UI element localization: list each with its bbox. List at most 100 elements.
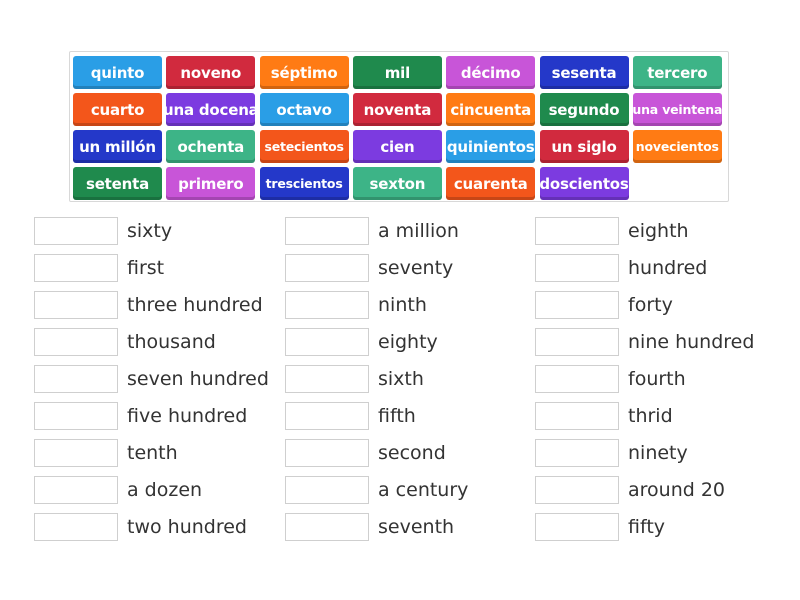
drop-target-box[interactable] [285, 476, 369, 504]
answer-label: a million [378, 220, 459, 242]
answer-row: forty [535, 291, 673, 319]
answer-row: seventy [285, 254, 453, 282]
drop-target-box[interactable] [535, 402, 619, 430]
word-tile[interactable]: setenta [73, 167, 162, 200]
answer-row: two hundred [34, 513, 247, 541]
drop-target-box[interactable] [535, 365, 619, 393]
drop-target-box[interactable] [285, 217, 369, 245]
answer-row: first [34, 254, 164, 282]
answer-row: ninety [535, 439, 688, 467]
answer-label: hundred [628, 257, 708, 279]
drop-target-box[interactable] [34, 513, 118, 541]
word-tile[interactable]: quinientos [446, 130, 536, 163]
word-tile[interactable]: primero [166, 167, 256, 200]
answer-label: seventy [378, 257, 454, 279]
word-tile[interactable]: noveno [166, 56, 256, 89]
drop-target-box[interactable] [285, 254, 369, 282]
answer-label: fifth [378, 405, 416, 427]
answer-row: around 20 [535, 476, 725, 504]
word-tile[interactable]: novecientos [632, 130, 722, 163]
answer-label: thrid [628, 405, 673, 427]
word-tile[interactable]: tercero [632, 56, 722, 89]
answer-label: forty [628, 294, 673, 316]
word-tile[interactable]: cuarto [73, 93, 162, 126]
answer-label: a dozen [127, 479, 203, 501]
answer-label: five hundred [127, 405, 248, 427]
word-tile[interactable]: un millón [73, 130, 162, 163]
answer-row: seven hundred [34, 365, 269, 393]
answer-row: sixty [34, 217, 172, 245]
drop-target-box[interactable] [535, 254, 619, 282]
answer-row: hundred [535, 254, 707, 282]
drop-target-box[interactable] [285, 513, 369, 541]
answer-label: a century [378, 479, 469, 501]
answer-row: seventh [285, 513, 454, 541]
word-tile[interactable]: noventa [352, 93, 442, 126]
answer-row: fourth [535, 365, 686, 393]
word-tile[interactable]: ochenta [166, 130, 256, 163]
answer-label: ninety [628, 442, 688, 464]
answer-label: ninth [378, 294, 427, 316]
word-tile[interactable]: trescientos [259, 167, 349, 200]
drop-target-box[interactable] [34, 476, 118, 504]
word-tile[interactable]: setecientos [259, 130, 349, 163]
drop-target-box[interactable] [34, 217, 118, 245]
drop-target-box[interactable] [34, 291, 118, 319]
word-tile[interactable]: una docena [166, 93, 256, 126]
answer-label: three hundred [127, 294, 263, 316]
word-tile[interactable]: quinto [73, 56, 162, 89]
answer-row: five hundred [34, 402, 247, 430]
word-tile[interactable]: mil [352, 56, 442, 89]
answer-row: second [285, 439, 446, 467]
answer-row: a century [285, 476, 468, 504]
drop-target-box[interactable] [535, 439, 619, 467]
word-tile[interactable]: décimo [446, 56, 536, 89]
drop-target-box[interactable] [535, 513, 619, 541]
drop-target-box[interactable] [285, 365, 369, 393]
drop-target-box[interactable] [34, 439, 118, 467]
word-tile[interactable]: octavo [259, 93, 349, 126]
drop-target-box[interactable] [535, 217, 619, 245]
answer-label: seventh [378, 516, 455, 538]
answer-row: thousand [34, 328, 216, 356]
answer-label: first [127, 257, 165, 279]
drop-target-box[interactable] [285, 439, 369, 467]
word-tile[interactable]: sexton [352, 167, 442, 200]
drop-target-box[interactable] [285, 291, 369, 319]
word-tile[interactable]: séptimo [259, 56, 349, 89]
answer-row: sixth [285, 365, 424, 393]
answer-label: sixty [127, 220, 173, 242]
answer-label: sixth [378, 368, 424, 390]
answer-label: tenth [127, 442, 178, 464]
word-tile[interactable]: cincuenta [446, 93, 536, 126]
drop-target-box[interactable] [285, 328, 369, 356]
answer-row: ninth [285, 291, 427, 319]
drop-target-box[interactable] [535, 291, 619, 319]
word-tile[interactable]: cien [352, 130, 442, 163]
word-tile[interactable]: doscientos [539, 167, 629, 200]
answer-row: fifty [535, 513, 665, 541]
answer-label: fifty [628, 516, 666, 538]
drop-target-box[interactable] [535, 328, 619, 356]
answer-label: nine hundred [628, 331, 755, 353]
answer-label: thousand [127, 331, 216, 353]
answer-label: eighth [628, 220, 689, 242]
drop-target-box[interactable] [535, 476, 619, 504]
drop-target-box[interactable] [34, 402, 118, 430]
drop-target-box[interactable] [34, 254, 118, 282]
answer-label: second [378, 442, 446, 464]
word-tile[interactable]: sesenta [539, 56, 629, 89]
drop-target-box[interactable] [34, 328, 118, 356]
word-tile[interactable]: una veintena [632, 93, 722, 126]
word-tile[interactable]: cuarenta [446, 167, 536, 200]
answer-row: eighty [285, 328, 438, 356]
answer-row: a million [285, 217, 459, 245]
word-tile[interactable]: segundo [539, 93, 629, 126]
word-tile[interactable]: un siglo [539, 130, 629, 163]
answer-label: two hundred [127, 516, 247, 538]
answer-label: seven hundred [127, 368, 269, 390]
drop-target-box[interactable] [34, 365, 118, 393]
drop-target-box[interactable] [285, 402, 369, 430]
answer-label: fourth [628, 368, 686, 390]
word-bank: quinto noveno séptimo mil décimo sesenta terce… [69, 51, 729, 202]
